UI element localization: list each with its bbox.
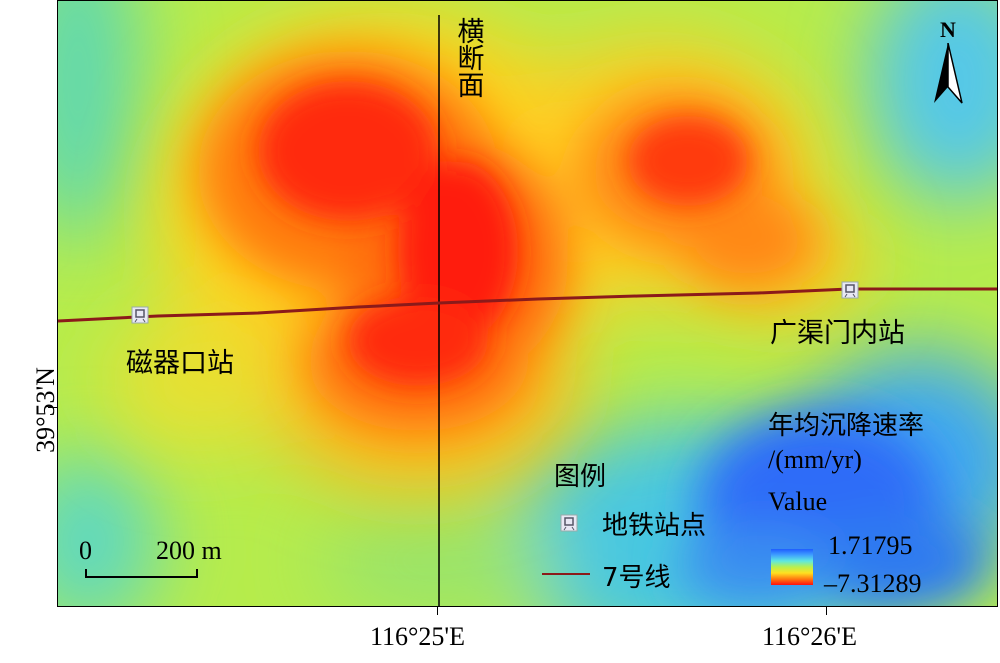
metro-station-icon [841,281,859,303]
legend-title: 图例 [554,462,607,492]
subsidence-raster [58,1,997,606]
metro-station-icon [560,514,578,536]
scale-bar-tick [85,569,87,578]
colorbar-min: –7.31289 [824,569,922,598]
lon-tick [826,607,827,615]
metro-station-icon [131,306,149,328]
scale-bar-tick [196,569,198,578]
station-label-guangqumennei: 广渠门内站 [770,318,905,349]
station-label-ciqikou: 磁器口站 [126,348,234,379]
north-arrow-icon [934,42,963,104]
colorbar-unit: /(mm/yr) [768,445,862,474]
colorbar-field: Value [768,487,828,516]
colorbar-swatch [771,549,813,585]
colorbar-title: 年均沉降速率 [768,411,925,441]
lon-label-1: 116°25'E [370,622,465,651]
line-7-icon [542,573,590,575]
lon-tick [437,607,438,615]
lat-label: 39°53'N [30,367,60,453]
metro-line-7 [58,287,997,323]
north-arrow: N [930,17,966,109]
legend-item-station: 地铁站点 [602,511,707,541]
scale-end: 200 m [156,536,222,565]
scale-start: 0 [79,536,92,565]
legend-item-line7: 7号线 [602,563,671,593]
subsidence-map: 横断面 磁器口站 广渠门内站 N 图例 地铁站点 7号线 年均沉降速率 /(mm… [57,0,998,607]
lon-label-2: 116°26'E [762,622,857,651]
cross-section-label: 横断面 [452,17,484,98]
scale-bar [85,576,198,578]
colorbar-max: 1.71795 [828,531,913,560]
lat-tick [48,407,57,408]
